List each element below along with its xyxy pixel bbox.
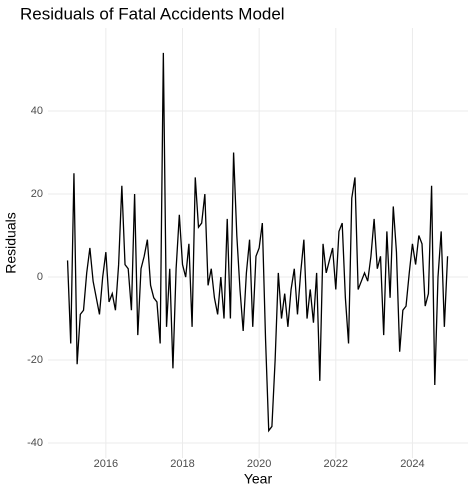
line [66, 52, 449, 433]
x-tick-label: 2020 [247, 458, 271, 470]
x-tick-label: 2022 [324, 458, 348, 470]
y-tick-label: -40 [27, 437, 43, 449]
x-axis-label: Year [244, 471, 273, 487]
x-tick-label: 2018 [170, 458, 194, 470]
y-tick-label: 20 [31, 188, 43, 200]
x-tick-label: 2024 [400, 458, 424, 470]
x-tick-label: 2016 [94, 458, 118, 470]
y-axis-label: Residuals [3, 212, 19, 273]
chart-title: Residuals of Fatal Accidents Model [20, 4, 285, 23]
y-tick-label: 40 [31, 105, 43, 117]
y-tick-label: 0 [37, 271, 43, 283]
y-tick-label: -20 [27, 354, 43, 366]
